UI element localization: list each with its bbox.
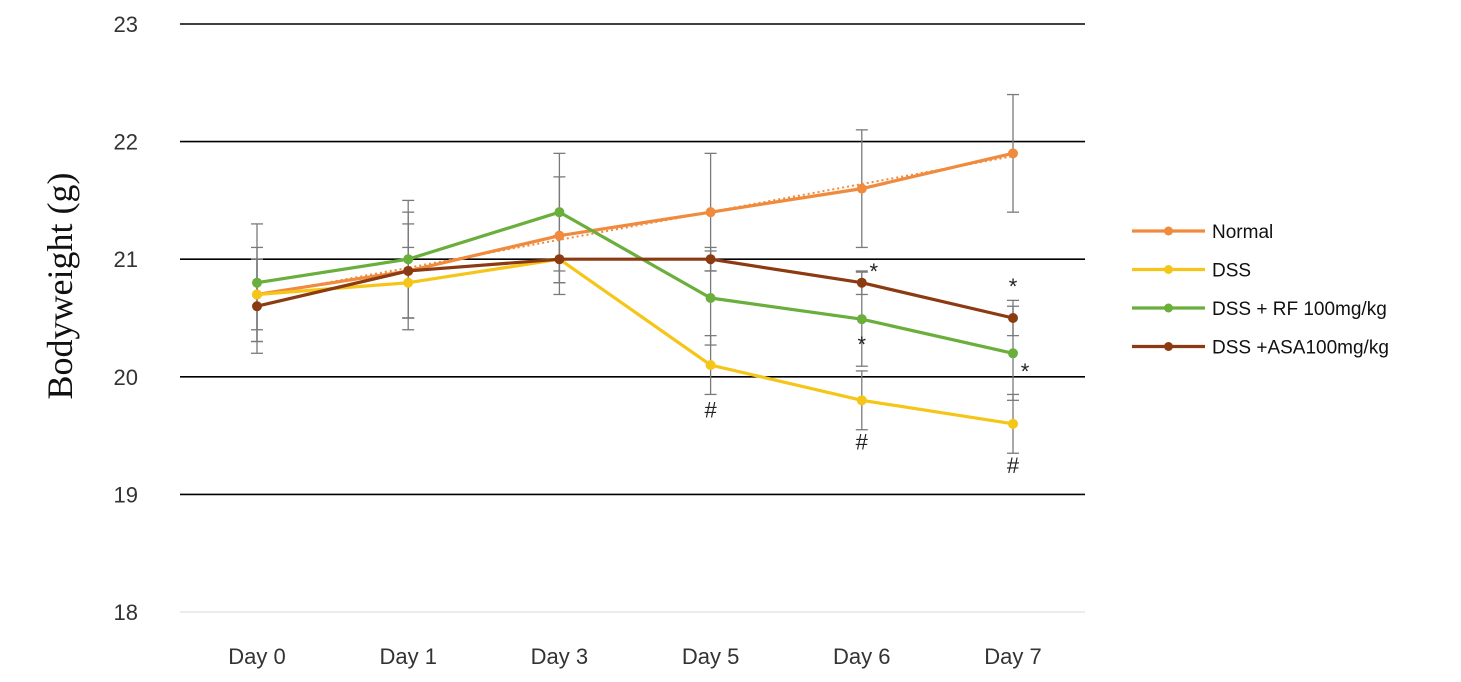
significance-marker: * <box>870 259 879 284</box>
legend-label: DSS +ASA100mg/kg <box>1212 338 1389 359</box>
y-tick-label: 22 <box>114 130 138 155</box>
data-point-dss-rf-100mg-kg <box>554 207 565 218</box>
legend-swatch-marker <box>1164 265 1173 274</box>
series-line-dss-asa100mg-kg <box>256 257 1014 320</box>
data-point-normal <box>856 183 867 194</box>
y-axis-label: Bodyweight (g) <box>40 173 80 400</box>
significance-marker: * <box>1009 274 1018 299</box>
data-point-dss-asa100mg-kg <box>252 301 262 312</box>
series-line-dss-rf-100mg-kg <box>256 210 1014 355</box>
x-tick-label: Day 3 <box>531 644 588 669</box>
gridlines <box>180 23 1085 613</box>
legend-label: DSS + RF 100mg/kg <box>1212 299 1387 320</box>
x-tick-label: Day 6 <box>833 644 890 669</box>
legend-label: Normal <box>1212 222 1273 243</box>
significance-annotations: # # # * * * * <box>704 259 1029 478</box>
data-point-dss-rf-100mg-kg <box>1008 348 1018 359</box>
x-axis-ticks: Day 0 Day 1 Day 3 Day 5 Day 6 Day 7 <box>228 644 1041 669</box>
data-point-normal <box>705 207 716 218</box>
data-point-dss-asa100mg-kg <box>705 254 716 265</box>
data-point-dss <box>1008 418 1018 429</box>
x-tick-label: Day 5 <box>682 644 739 669</box>
series-line-normal <box>256 151 1014 297</box>
trendline-normal <box>256 155 1014 297</box>
y-tick-label: 23 <box>114 12 138 37</box>
data-point-dss <box>856 395 867 406</box>
data-point-dss-asa100mg-kg <box>1008 313 1018 323</box>
data-point-normal <box>1008 148 1018 159</box>
data-point-dss-rf-100mg-kg <box>403 254 414 265</box>
data-point-dss-rf-100mg-kg <box>252 277 262 288</box>
data-point-dss-asa100mg-kg <box>403 265 414 276</box>
significance-marker: # <box>856 429 869 454</box>
data-point-dss-asa100mg-kg <box>554 254 565 265</box>
series-lines <box>252 148 1018 429</box>
data-point-dss-asa100mg-kg <box>856 277 867 288</box>
error-bars <box>251 93 1019 454</box>
data-point-dss <box>705 360 716 371</box>
y-axis-ticks: 18 19 20 21 22 23 <box>114 12 138 625</box>
data-point-dss <box>252 289 262 300</box>
x-tick-label: Day 1 <box>379 644 436 669</box>
x-tick-label: Day 7 <box>984 644 1041 669</box>
significance-marker: # <box>704 398 717 423</box>
legend-swatch-marker <box>1164 342 1173 351</box>
x-tick-label: Day 0 <box>228 644 285 669</box>
significance-marker: * <box>1021 359 1030 384</box>
series-line-dss <box>256 257 1014 426</box>
data-point-normal <box>554 230 565 241</box>
y-tick-label: 18 <box>114 600 138 625</box>
significance-marker: * <box>858 332 867 357</box>
data-point-dss-rf-100mg-kg <box>705 293 716 304</box>
legend-swatch-marker <box>1164 226 1173 236</box>
y-tick-label: 21 <box>114 247 138 272</box>
y-tick-label: 20 <box>114 365 138 390</box>
significance-marker: # <box>1007 453 1020 478</box>
legend-label: DSS <box>1212 261 1251 282</box>
y-tick-label: 19 <box>114 482 138 507</box>
data-point-dss-rf-100mg-kg <box>856 314 867 325</box>
legend-swatch-marker <box>1164 303 1173 313</box>
legend: Normal DSS DSS + RF 100mg/kg DSS +ASA100mg/… <box>1132 222 1389 359</box>
data-point-dss <box>403 277 414 288</box>
